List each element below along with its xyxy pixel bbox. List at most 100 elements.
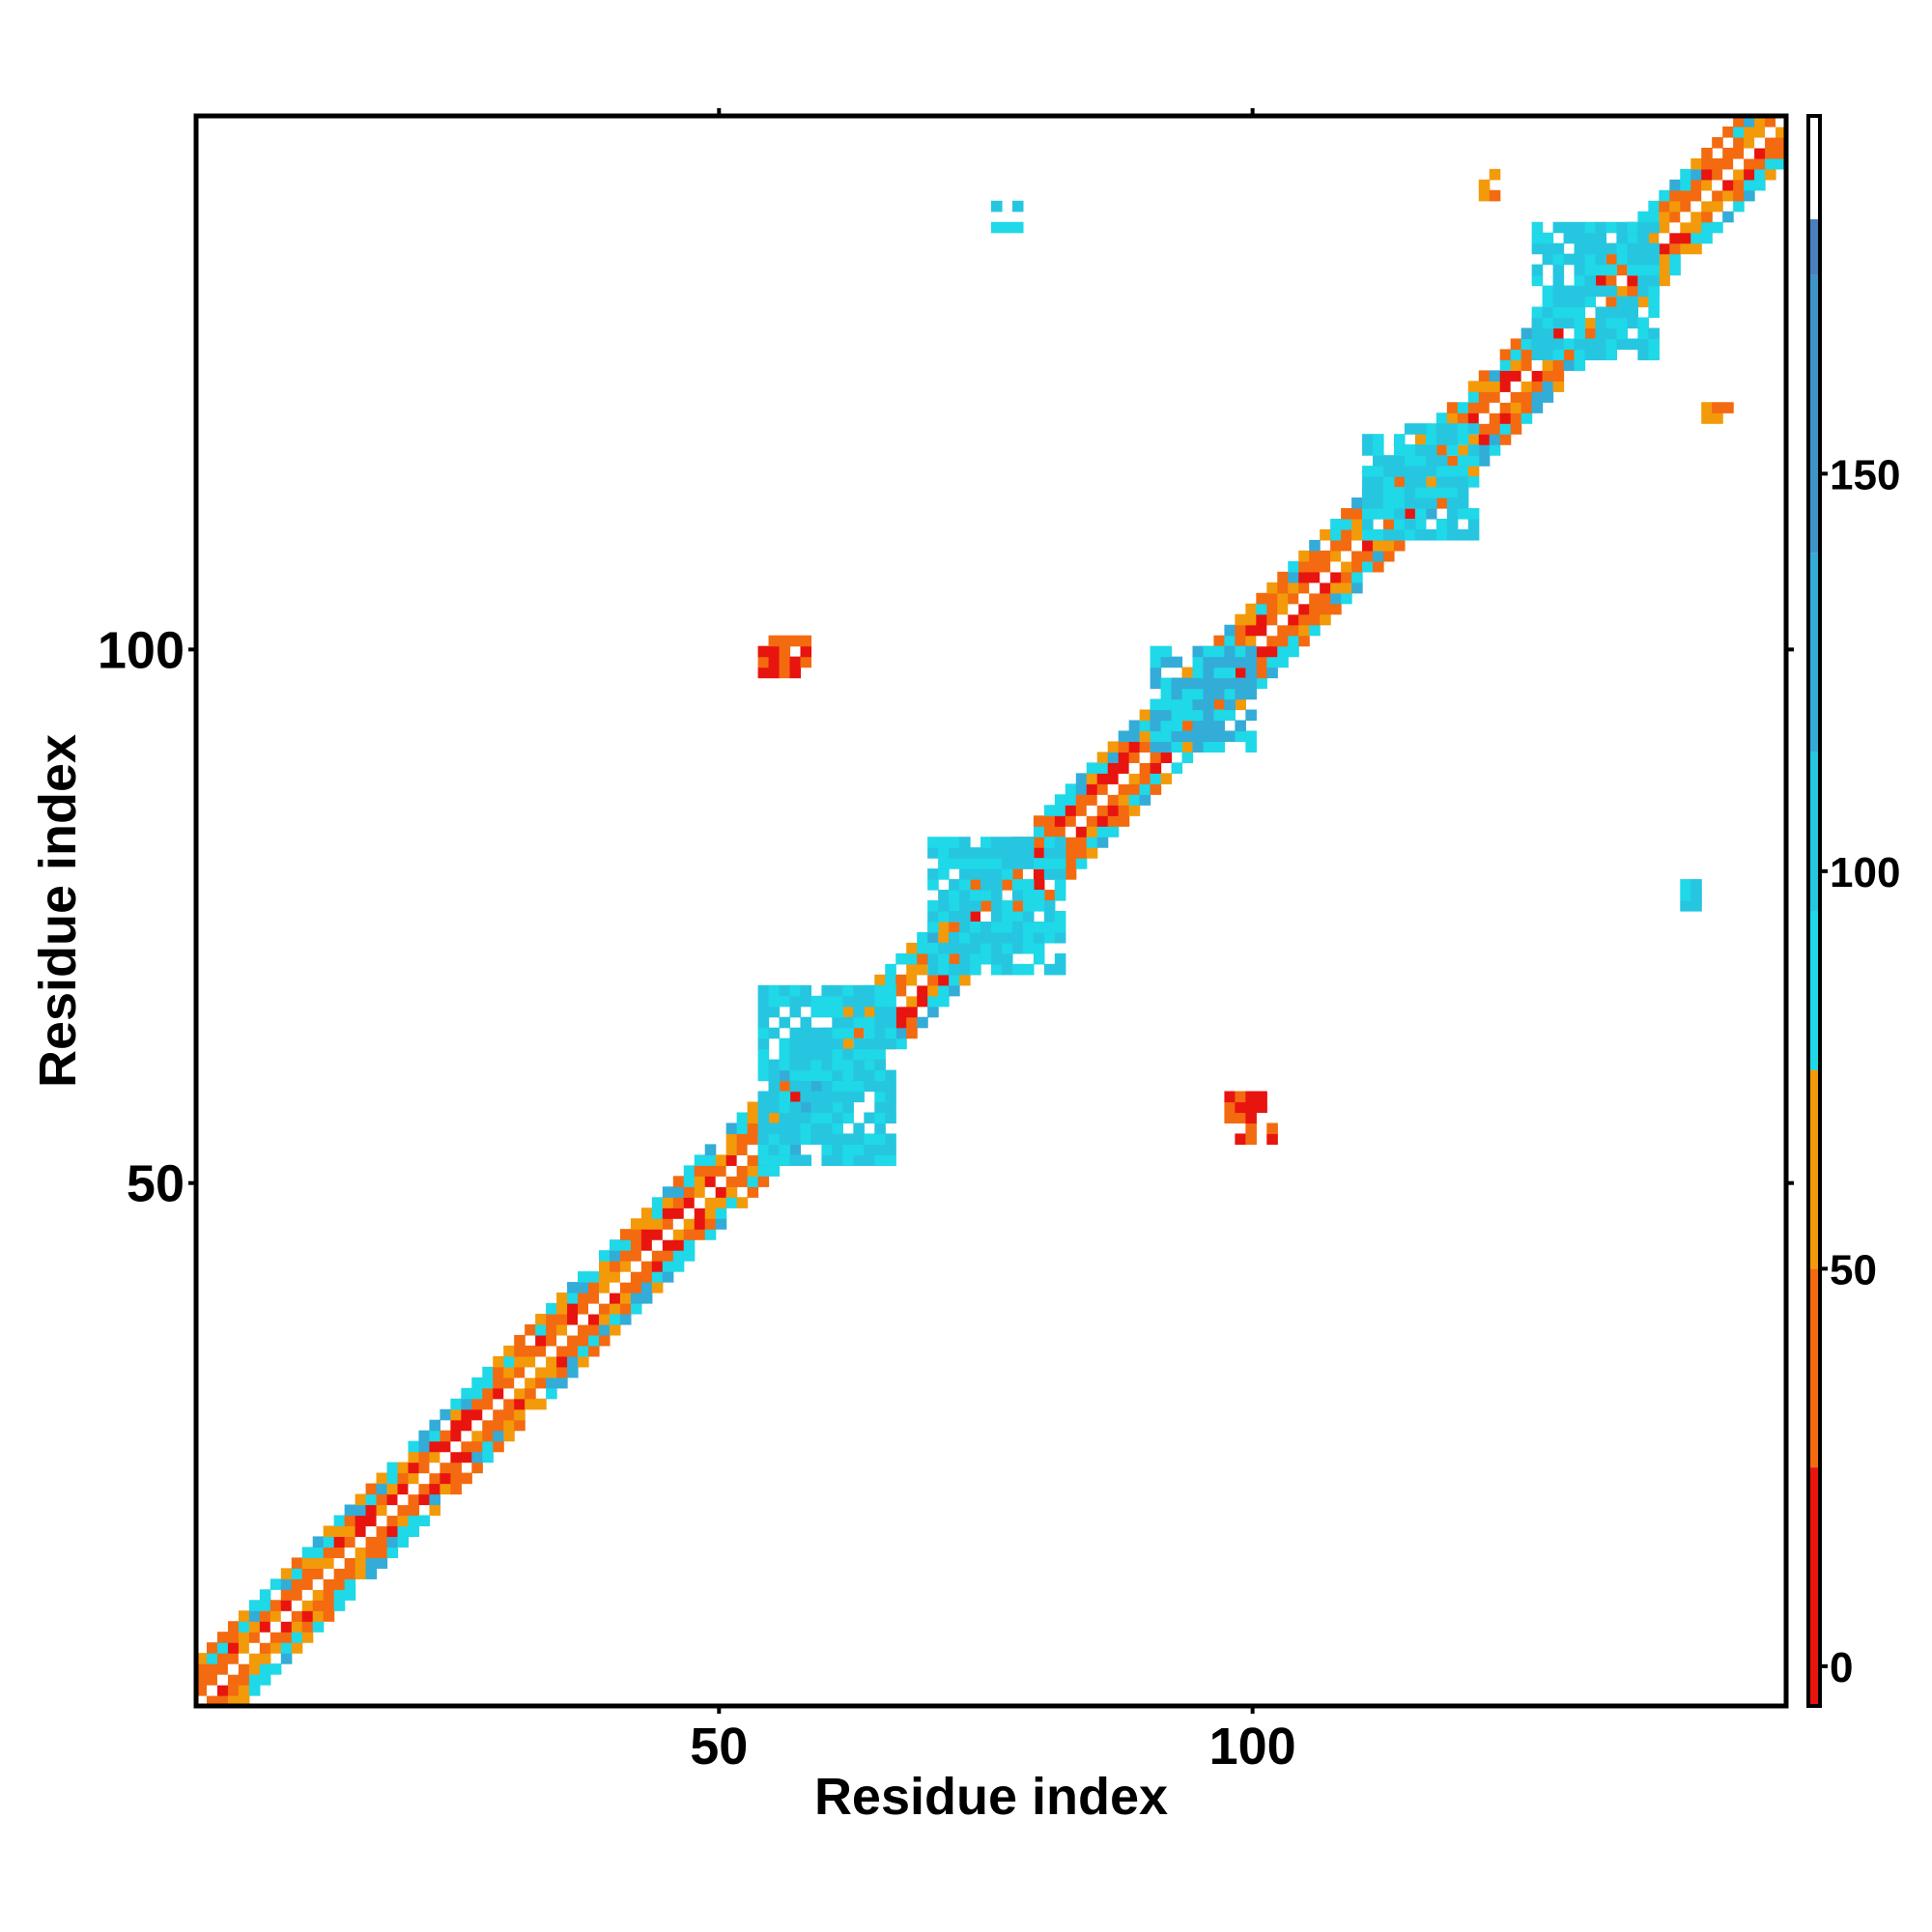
heatmap-cell bbox=[365, 1525, 378, 1538]
heatmap-cell bbox=[1245, 1133, 1257, 1146]
heatmap-cell bbox=[344, 1578, 356, 1590]
heatmap-cell bbox=[980, 879, 992, 891]
heatmap-cell bbox=[970, 942, 981, 954]
heatmap-cell bbox=[917, 931, 928, 944]
heatmap-cell bbox=[1054, 963, 1066, 976]
heatmap-cell bbox=[1171, 709, 1183, 722]
heatmap-cell bbox=[1383, 518, 1395, 530]
heatmap-cell bbox=[1435, 497, 1448, 509]
heatmap-cell bbox=[1701, 189, 1713, 202]
heatmap-cell bbox=[842, 1133, 854, 1146]
heatmap-cell bbox=[1351, 550, 1363, 562]
heatmap-cell bbox=[482, 1398, 494, 1410]
heatmap-cell bbox=[1033, 879, 1045, 891]
heatmap-cell bbox=[949, 900, 960, 912]
heatmap-cell bbox=[1192, 709, 1205, 722]
heatmap-cell bbox=[1776, 116, 1787, 128]
heatmap-cell bbox=[1022, 900, 1035, 912]
heatmap-cell bbox=[1627, 338, 1638, 351]
heatmap-cell bbox=[1744, 179, 1755, 191]
heatmap-cell bbox=[1733, 147, 1745, 159]
heatmap-cell bbox=[662, 1271, 674, 1283]
heatmap-cell bbox=[842, 1048, 854, 1061]
heatmap-cell bbox=[238, 1685, 250, 1696]
heatmap-cell bbox=[397, 1462, 410, 1474]
heatmap-cell bbox=[1499, 412, 1512, 424]
heatmap-cell bbox=[323, 1578, 335, 1590]
heatmap-cell bbox=[1446, 412, 1459, 424]
heatmap-cell bbox=[789, 1080, 802, 1093]
heatmap-cell bbox=[1531, 242, 1544, 255]
heatmap-cell bbox=[832, 1154, 843, 1166]
heatmap-cell bbox=[556, 1345, 568, 1357]
heatmap-cell bbox=[736, 1144, 749, 1155]
heatmap-cell bbox=[1309, 624, 1321, 637]
colorbar-band bbox=[1808, 1467, 1820, 1706]
heatmap-cell bbox=[1043, 858, 1056, 869]
heatmap-cell bbox=[1383, 476, 1395, 488]
heatmap-cell bbox=[227, 1663, 240, 1675]
heatmap-cell bbox=[1669, 242, 1681, 255]
heatmap-cell bbox=[1690, 242, 1702, 255]
heatmap-cell bbox=[1277, 624, 1289, 637]
heatmap-cell bbox=[1595, 327, 1607, 340]
heatmap-cell bbox=[1701, 221, 1713, 234]
heatmap-cell bbox=[1457, 508, 1469, 520]
heatmap-cell bbox=[196, 1695, 208, 1707]
heatmap-cell bbox=[1690, 168, 1702, 181]
heatmap-cell bbox=[927, 921, 939, 933]
heatmap-cell bbox=[672, 1239, 685, 1251]
heatmap-cell bbox=[514, 1355, 526, 1368]
heatmap-cell bbox=[1627, 296, 1638, 308]
heatmap-cell bbox=[1096, 815, 1109, 827]
heatmap-cell bbox=[259, 1663, 271, 1675]
heatmap-cell bbox=[1160, 730, 1173, 743]
heatmap-cell bbox=[588, 1303, 600, 1315]
heatmap-cell bbox=[1235, 1101, 1246, 1114]
heatmap-cell bbox=[725, 1144, 738, 1155]
heatmap-cell bbox=[280, 1578, 293, 1590]
heatmap-cell bbox=[949, 974, 960, 986]
heatmap-cell bbox=[1499, 434, 1512, 445]
heatmap-cell bbox=[757, 1037, 770, 1050]
heatmap-cell bbox=[1478, 455, 1491, 467]
heatmap-cell bbox=[789, 1112, 802, 1124]
heatmap-cell bbox=[1298, 592, 1310, 605]
heatmap-cell bbox=[1510, 338, 1522, 351]
heatmap-cell bbox=[1277, 613, 1289, 626]
heatmap-cell bbox=[832, 1133, 843, 1146]
heatmap-cell bbox=[1552, 338, 1565, 351]
heatmap-cell bbox=[927, 868, 939, 880]
heatmap-cell bbox=[949, 952, 960, 965]
heatmap-cell bbox=[1139, 741, 1151, 753]
heatmap-cell bbox=[556, 1303, 568, 1315]
heatmap-cell bbox=[1584, 221, 1597, 234]
heatmap-cell bbox=[1446, 455, 1459, 467]
heatmap-cell bbox=[1096, 783, 1109, 795]
heatmap-cell bbox=[1446, 528, 1459, 541]
heatmap-cell bbox=[980, 931, 992, 944]
heatmap-cell bbox=[1373, 508, 1384, 520]
heatmap-cell bbox=[270, 1632, 282, 1643]
heatmap-cell bbox=[1128, 762, 1141, 774]
heatmap-cell bbox=[1446, 487, 1459, 498]
heatmap-cell bbox=[1128, 730, 1141, 743]
heatmap-cell bbox=[1690, 900, 1702, 912]
heatmap-cell bbox=[630, 1282, 642, 1293]
heatmap-cell bbox=[227, 1685, 240, 1696]
heatmap-cell bbox=[757, 667, 770, 679]
heatmap-cell bbox=[885, 1154, 896, 1166]
heatmap-cell bbox=[1552, 274, 1565, 287]
heatmap-cell bbox=[514, 1419, 526, 1432]
heatmap-cell bbox=[376, 1536, 388, 1548]
heatmap-cell bbox=[959, 900, 971, 912]
heatmap-cell bbox=[864, 1048, 875, 1061]
heatmap-cell bbox=[672, 1250, 685, 1262]
heatmap-cell bbox=[1404, 444, 1416, 456]
heatmap-cell bbox=[1150, 783, 1162, 795]
heatmap-cell bbox=[1584, 317, 1597, 329]
heatmap-cell bbox=[821, 1122, 833, 1135]
heatmap-cell bbox=[1584, 338, 1597, 351]
heatmap-cell bbox=[301, 1568, 314, 1579]
heatmap-cell bbox=[1648, 306, 1660, 319]
